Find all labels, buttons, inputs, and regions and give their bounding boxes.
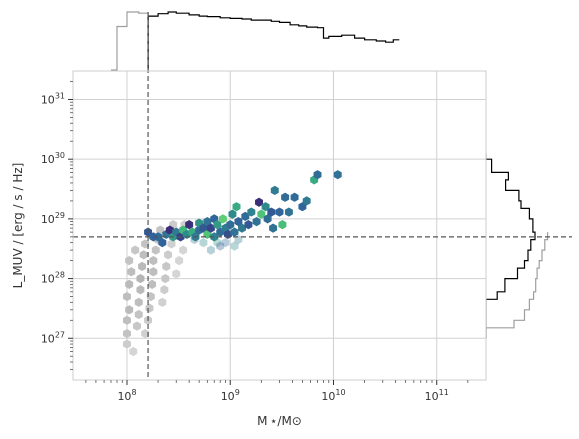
hexbin-cell [125,305,134,315]
hexbin-cell [129,346,138,357]
hexbin-cell [216,241,225,251]
hexbin-cell [160,285,169,295]
hexbin-cell [230,227,239,237]
hexbin-cell [228,209,237,219]
hexbin-cell [123,315,131,325]
hexbin-cell [247,207,256,217]
hexbin-cell [145,303,154,313]
hexbin-cell [133,321,141,331]
hexbin-cell [199,238,208,248]
hexbin-cell [206,245,215,255]
x-tick-label: 109 [221,388,240,403]
hexbin-cell [172,269,181,279]
hexbin-cell [138,261,147,271]
hexbin-cell [270,185,279,195]
hexbin-cell [226,220,235,230]
marginal-x-selected-curve [147,11,400,70]
marginal-x-panel [111,11,400,71]
hexbin-cell [234,217,243,227]
hexbin-cell [165,225,174,235]
hexbin-cell [162,261,171,271]
hexbin-cell [278,220,287,230]
hexbin-cell [158,297,167,307]
y-tick-label: 1029 [41,211,65,226]
reference-lines [73,12,572,380]
hexbin-cell [333,170,342,180]
y-tick-label: 1031 [41,91,65,106]
hexbin-cell [255,197,263,207]
hexbin-cell [151,245,160,255]
y-axis-label: L_MUV / [erg / s / Hz] [11,163,25,289]
hexbin-cell [167,239,176,249]
hexbin-cell [148,279,157,289]
hexbin-cell [261,202,270,212]
hexbin-cell [241,211,250,222]
hexbin-cell [141,239,150,249]
hexbin-cell [185,220,194,230]
hexbin-cell [302,196,311,206]
hexbin-cell [213,238,222,248]
hexbin-cell [210,232,219,242]
hexbin-cell [232,202,241,212]
hexbin-cell [298,202,307,212]
hexbin-cell [213,220,222,230]
hexbin-cell [164,250,173,260]
y-tick-label: 1028 [41,271,65,286]
axis-ticks: 108 109 1010 1011 1027 1028 1029 1030 1031 [41,81,469,403]
marginal-y-all-curve [485,232,549,339]
hexbin-cell [141,328,150,339]
hexbin-cell [290,192,299,202]
hexbin-cell [158,238,167,248]
hexbin-cell [125,279,134,289]
marginal-y-selected-curve [485,153,536,339]
hexbin-cell [267,207,276,217]
hexbin-cell [269,223,278,233]
hexbin-cell [134,297,143,307]
hexbin-cell [203,217,212,227]
hexbin-cell [123,291,131,302]
hexbin-cell [257,209,266,219]
hexbin-cell [161,273,170,284]
hexbin-cell [244,220,253,230]
hexbin-cell [218,214,227,224]
hexbin-cell [206,223,215,233]
hexbin-cell [275,207,284,217]
x-tick-label: 108 [117,388,136,403]
x-axis-label: M ⋆/M⊙ [257,414,302,428]
y-tick-label: 1027 [41,330,65,345]
hexbin-cell [156,225,165,235]
hexbin-cell [238,223,246,233]
hexbin-cell [123,339,131,349]
hexbin-cell [136,273,145,284]
hexbin-cell [179,245,188,255]
hexbin-cell [284,207,293,217]
hexbin-cell [139,250,148,260]
hexbin-cell [199,223,208,233]
hexbin-cell [134,309,143,320]
hexbin-cell [230,241,239,251]
hexbin-cell [149,256,158,266]
x-tick-label: 1010 [321,388,345,403]
hexbin-cell [136,285,145,295]
hexbin-cell [146,291,155,302]
marginal-y-panel [485,153,549,339]
x-tick-label: 1011 [425,388,449,403]
hexbin-cell [127,267,136,277]
hexbin-cell [149,267,158,277]
hexbin-cell [313,170,322,180]
hexbin-cell [252,217,261,227]
hexbin-cell [175,256,184,266]
hexbin-cell [263,214,272,224]
hexbin-cell [131,245,140,255]
hexbin-cell [123,328,131,339]
y-tick-label: 1030 [41,151,65,166]
hexbin-cell [221,238,230,248]
hexbin-cell [125,256,134,266]
marginal-x-all-curve [111,11,159,71]
hexbin-cell [281,192,290,202]
